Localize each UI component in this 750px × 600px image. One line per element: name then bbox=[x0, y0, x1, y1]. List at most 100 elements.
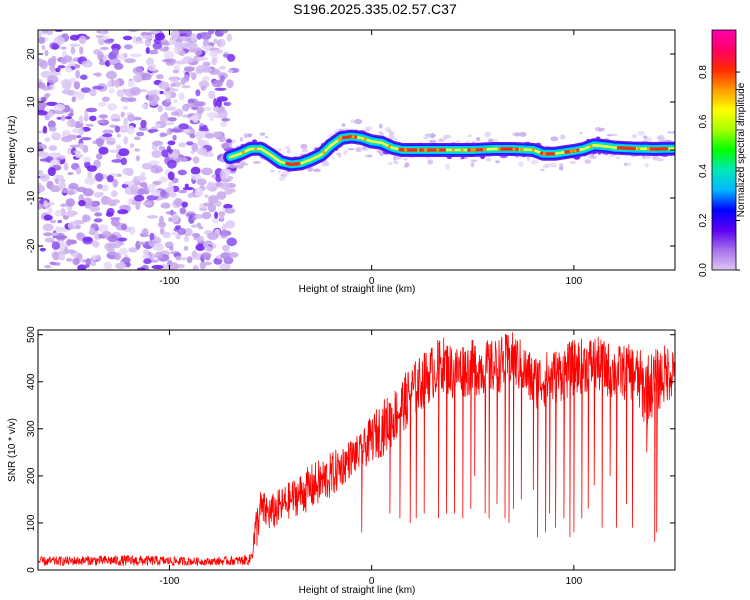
noise-blob bbox=[226, 33, 233, 42]
noise-blob bbox=[197, 56, 209, 61]
noise-blob bbox=[167, 117, 177, 122]
noise-blob bbox=[122, 167, 132, 175]
halo-speckle bbox=[337, 153, 342, 158]
snr-y-tick-label: 100 bbox=[26, 514, 37, 531]
noise-blob bbox=[203, 45, 210, 53]
noise-blob bbox=[227, 69, 234, 74]
noise-blob bbox=[93, 231, 100, 241]
noise-blob bbox=[224, 101, 232, 106]
halo-speckle bbox=[364, 126, 373, 130]
noise-blob bbox=[217, 38, 226, 48]
noise-blob bbox=[134, 40, 145, 45]
noise-blob bbox=[219, 66, 226, 70]
noise-blob bbox=[205, 132, 214, 139]
ridge-hotspot bbox=[637, 147, 641, 151]
noise-blob bbox=[44, 237, 55, 242]
noise-blob bbox=[55, 67, 61, 73]
noise-blob bbox=[190, 174, 202, 181]
spectrogram-x-label: Height of straight line (km) bbox=[299, 284, 416, 295]
noise-blob bbox=[200, 32, 212, 41]
halo-speckle bbox=[542, 165, 548, 169]
noise-blob bbox=[60, 46, 67, 50]
noise-blob bbox=[133, 74, 143, 83]
noise-blob bbox=[101, 96, 110, 102]
noise-blob bbox=[178, 189, 188, 194]
noise-blob bbox=[38, 37, 46, 44]
noise-blob bbox=[146, 195, 159, 201]
noise-blob bbox=[196, 147, 208, 156]
spectrogram-x-tick-label: 0 bbox=[369, 276, 375, 287]
noise-blob bbox=[98, 146, 109, 155]
noise-blob bbox=[187, 98, 195, 104]
noise-blob bbox=[133, 136, 141, 141]
noise-blob bbox=[204, 245, 213, 252]
noise-blob bbox=[207, 112, 219, 118]
noise-blob bbox=[201, 106, 212, 111]
noise-blob bbox=[179, 156, 188, 163]
noise-blob bbox=[78, 35, 87, 45]
noise-blob bbox=[105, 60, 111, 67]
noise-blob bbox=[190, 106, 199, 110]
noise-blob bbox=[126, 125, 136, 135]
halo-speckle bbox=[559, 134, 566, 140]
noise-blob bbox=[159, 90, 164, 95]
noise-blob bbox=[106, 70, 117, 80]
noise-blob bbox=[82, 156, 91, 163]
noise-blob bbox=[199, 122, 204, 127]
noise-blob bbox=[140, 171, 146, 177]
noise-blob bbox=[201, 211, 212, 220]
noise-blob bbox=[48, 57, 53, 65]
noise-blob bbox=[158, 81, 170, 90]
noise-blob bbox=[164, 187, 174, 193]
noise-blob bbox=[175, 255, 182, 261]
halo-speckle bbox=[322, 160, 328, 166]
noise-blob bbox=[81, 259, 87, 263]
halo-speckle bbox=[359, 147, 363, 150]
halo-speckle bbox=[425, 157, 432, 160]
noise-blob bbox=[149, 259, 159, 263]
colorbar-tick-label: 0.8 bbox=[698, 65, 709, 79]
halo-speckle bbox=[264, 136, 268, 139]
noise-blob bbox=[198, 127, 209, 132]
noise-blob bbox=[165, 211, 177, 215]
noise-blob bbox=[152, 180, 162, 185]
spectrogram-y-tick-label: -10 bbox=[26, 190, 37, 205]
noise-blob bbox=[95, 254, 101, 261]
noise-blob bbox=[202, 76, 210, 82]
noise-blob bbox=[182, 103, 190, 112]
noise-blob bbox=[95, 172, 104, 182]
noise-blob bbox=[134, 194, 145, 202]
noise-blob bbox=[107, 103, 118, 111]
noise-blob bbox=[162, 231, 171, 239]
colorbar-tick-label: 0.0 bbox=[698, 263, 709, 277]
noise-blob bbox=[112, 241, 121, 249]
noise-blob bbox=[47, 206, 53, 215]
ridge-hotspot bbox=[569, 149, 574, 153]
noise-blob bbox=[89, 227, 96, 236]
halo-speckle bbox=[623, 162, 628, 166]
noise-blob bbox=[106, 207, 115, 216]
noise-blob bbox=[173, 64, 180, 72]
noise-blob bbox=[213, 257, 223, 265]
ridge-peak bbox=[616, 146, 637, 151]
noise-blob bbox=[212, 217, 219, 224]
noise-blob bbox=[78, 115, 84, 124]
ridge-hotspot bbox=[589, 144, 593, 148]
noise-blob bbox=[58, 181, 66, 190]
halo-speckle bbox=[579, 132, 583, 135]
halo-speckle bbox=[278, 176, 286, 181]
ridge-hotspot bbox=[404, 148, 408, 152]
noise-blob bbox=[157, 105, 163, 113]
noise-blob bbox=[178, 30, 186, 35]
snr-x-ticks: -100 0 100 bbox=[159, 330, 583, 587]
noise-blob bbox=[52, 251, 60, 261]
noise-blob bbox=[190, 115, 199, 121]
noise-blob bbox=[58, 250, 66, 254]
halo-speckle bbox=[379, 123, 383, 129]
noise-blob bbox=[155, 74, 164, 80]
noise-blob bbox=[153, 46, 160, 50]
halo-speckle bbox=[284, 145, 291, 149]
halo-speckle bbox=[598, 127, 605, 132]
noise-blob bbox=[115, 262, 127, 270]
noise-blob bbox=[181, 85, 191, 89]
